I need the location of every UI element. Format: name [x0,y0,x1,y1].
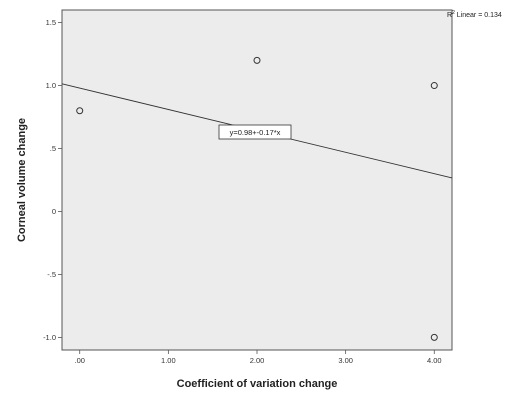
y-axis-ticks: -1.0 -.5 0 .5 1.0 1.5 [43,18,62,342]
plot-area [62,10,452,350]
x-axis-title: Coefficient of variation change [177,378,338,390]
y-tick-label: -1.0 [43,333,56,342]
x-tick-label: 3.00 [338,356,353,365]
y-axis-title: Corneal volume change [16,118,28,242]
y-tick-label: 0 [52,207,56,216]
equation-label: y=0.98+-0.17*x [230,128,281,137]
r2-label: R2 Linear = 0.134 [447,10,502,19]
y-tick-label: 1.0 [46,81,56,90]
x-axis-ticks: .00 1.00 2.00 3.00 4.00 [75,350,442,365]
x-tick-label: 1.00 [161,356,176,365]
y-tick-label: -.5 [47,270,56,279]
x-tick-label: 2.00 [250,356,265,365]
equation-annotation: y=0.98+-0.17*x [219,125,291,139]
y-tick-label: 1.5 [46,18,56,27]
r2-value: Linear = 0.134 [455,12,502,19]
y-tick-label: .5 [50,144,56,153]
x-tick-label: 4.00 [427,356,442,365]
x-tick-label: .00 [75,356,85,365]
